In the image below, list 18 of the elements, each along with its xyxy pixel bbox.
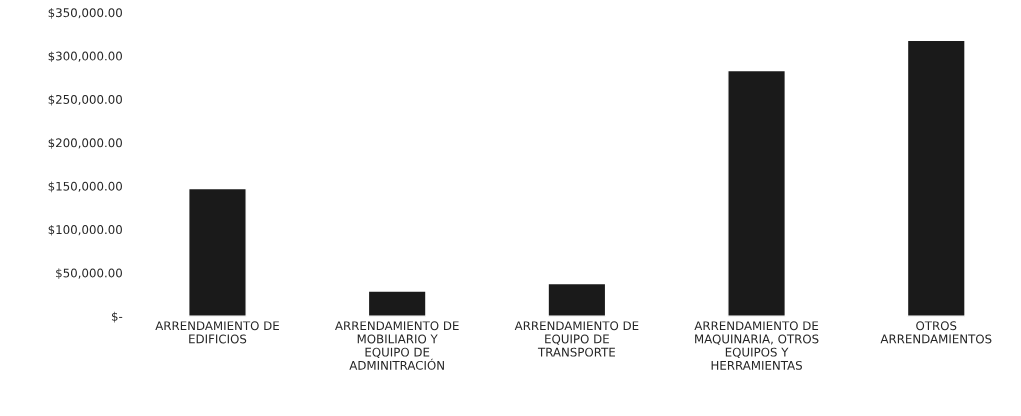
y-tick-label: $350,000.00 — [48, 7, 122, 19]
x-tick-label: ARRENDAMIENTO DE EQUIPO DE TRANSPORTE — [514, 321, 639, 357]
y-tick-label: $100,000.00 — [48, 224, 122, 236]
y-tick-label: $250,000.00 — [48, 94, 122, 106]
bar — [727, 69, 787, 317]
x-tick-label: OTROS ARRENDAMIENTOS — [880, 321, 992, 344]
y-tick-label: $150,000.00 — [48, 181, 122, 193]
bar — [906, 39, 966, 317]
x-tick-label: ARRENDAMIENTO DE MAQUINARIA, OTROS EQUIPOS Y HERRAMIENTAS — [694, 321, 819, 370]
y-tick-label: $300,000.00 — [48, 51, 122, 63]
bar — [547, 282, 607, 317]
y-tick-label: $200,000.00 — [48, 138, 122, 149]
bar — [188, 187, 247, 317]
x-tick-label: ARRENDAMIENTO DE MOBILIARIO Y EQUIPO DE ADMINITRACIÓN — [335, 321, 459, 370]
bar — [367, 290, 427, 317]
x-tick-label: ARRENDAMIENTO DE EDIFICIOS — [155, 321, 279, 344]
y-tick-label: $50,000.00 — [56, 268, 122, 279]
y-tick-label: $- — [111, 311, 123, 323]
